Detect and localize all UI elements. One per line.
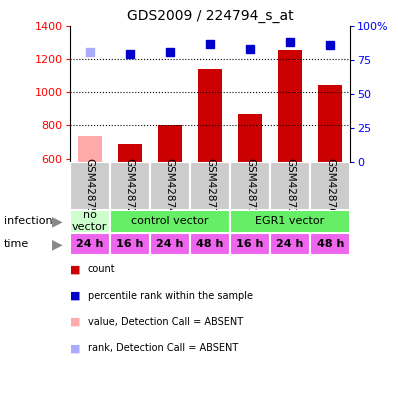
Text: 16 h: 16 h [236,239,264,249]
Bar [110,210,230,232]
Text: infection: infection [4,216,53,226]
Bar [150,162,190,210]
Bar [230,210,350,232]
Bar [278,50,302,162]
Text: EGR1 vector: EGR1 vector [256,216,325,226]
Bar [78,136,102,162]
Text: 48 h: 48 h [196,239,224,249]
Bar [238,114,262,162]
Bar [230,232,270,255]
Text: 24 h: 24 h [76,239,103,249]
Bar [230,162,270,210]
Bar [150,232,190,255]
Text: percentile rank within the sample: percentile rank within the sample [88,291,253,301]
Bar [318,85,342,162]
Bar [110,232,150,255]
Text: GSM42873: GSM42873 [285,158,295,214]
Text: control vector: control vector [131,216,209,226]
Text: GSM42871: GSM42871 [245,158,255,214]
Text: no
vector: no vector [72,211,107,232]
Text: GSM42877: GSM42877 [205,158,215,214]
Bar [198,69,222,162]
Bar [118,145,142,162]
Text: ■: ■ [70,343,80,353]
Bar [310,162,350,210]
Text: ■: ■ [70,317,80,327]
Text: value, Detection Call = ABSENT: value, Detection Call = ABSENT [88,317,243,327]
Text: time: time [4,239,29,249]
Bar [70,210,110,232]
Bar [270,232,310,255]
Text: ■: ■ [70,291,80,301]
Text: GSM42874: GSM42874 [165,158,175,214]
Text: 16 h: 16 h [116,239,143,249]
Text: count: count [88,264,115,274]
Text: rank, Detection Call = ABSENT: rank, Detection Call = ABSENT [88,343,238,353]
Text: GSM42876: GSM42876 [325,158,335,214]
Bar [310,232,350,255]
Title: GDS2009 / 224794_s_at: GDS2009 / 224794_s_at [127,9,293,23]
Text: GSM42875: GSM42875 [85,158,95,214]
Bar [190,232,230,255]
Bar [270,162,310,210]
Text: ■: ■ [70,264,80,274]
Bar [158,126,182,162]
Text: 48 h: 48 h [316,239,344,249]
Bar [190,162,230,210]
Text: GSM42872: GSM42872 [125,158,135,214]
Text: ▶: ▶ [53,237,63,251]
Text: 24 h: 24 h [156,239,183,249]
Text: ▶: ▶ [53,214,63,228]
Bar [110,162,150,210]
Bar [70,232,110,255]
Text: 24 h: 24 h [277,239,304,249]
Bar [70,162,110,210]
